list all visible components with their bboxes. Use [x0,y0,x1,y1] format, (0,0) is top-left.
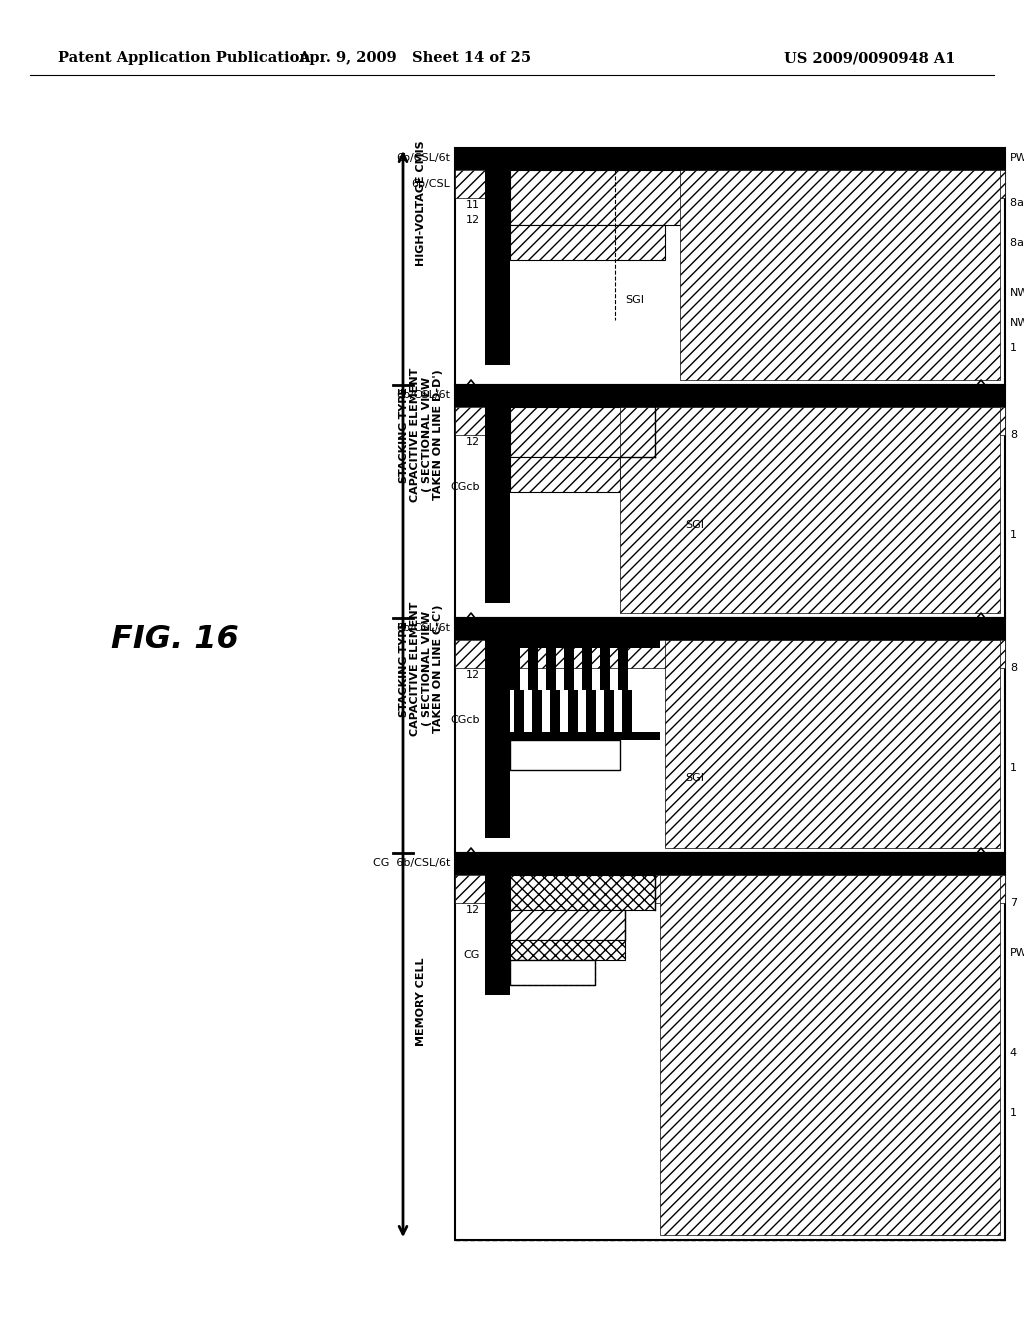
Text: CGcb: CGcb [451,482,480,492]
Text: US 2009/0090948 A1: US 2009/0090948 A1 [784,51,955,65]
Bar [510,960,595,985]
Text: MEMORY CELL: MEMORY CELL [416,958,426,1047]
Bar [510,648,520,690]
Bar [510,407,655,457]
Bar [680,170,1000,380]
Bar [550,690,560,733]
Text: 4  5: 4 5 [1010,1048,1024,1059]
Bar [510,457,620,492]
Bar [546,648,556,690]
Bar [455,148,1005,170]
Text: 1  NW: 1 NW [1010,1107,1024,1118]
Bar [528,648,538,690]
Bar [510,875,655,909]
Bar [586,690,596,733]
Bar [485,640,510,838]
Text: 12: 12 [466,671,480,680]
Bar [485,407,510,603]
Text: HIGH-VOLTAGE CMIS: HIGH-VOLTAGE CMIS [416,141,426,267]
Text: 1  NW  PW: 1 NW PW [1010,763,1024,774]
Text: FIG. 16: FIG. 16 [112,624,239,656]
Bar [455,618,1005,640]
Text: NW2: NW2 [1010,288,1024,298]
Bar [510,909,625,940]
Text: 11: 11 [466,201,480,210]
Bar [620,407,1000,612]
Bar [510,940,625,960]
Bar [568,690,578,733]
Text: 6b/CSL/6t: 6b/CSL/6t [396,153,450,162]
Bar [532,690,542,733]
Bar [455,148,1005,385]
Bar [455,875,1005,903]
Bar [618,648,628,690]
Text: PW: PW [1010,153,1024,162]
Bar [514,690,524,733]
Text: 12: 12 [466,215,480,224]
Bar [600,648,610,690]
Bar [455,385,1005,407]
Bar [455,385,1005,618]
Bar [455,853,1005,1239]
Bar [510,741,620,770]
Text: STACKING-TYPE
CAPACITIVE ELEMENT
( SECTIONAL VIEW
TAKEN ON LINE C-C'): STACKING-TYPE CAPACITIVE ELEMENT ( SECTI… [398,601,443,735]
Bar [510,640,660,648]
Text: Patent Application Publication: Patent Application Publication [58,51,310,65]
Bar [485,875,510,995]
Bar [455,640,1005,668]
Bar [510,224,665,260]
Text: 6b/CSL: 6b/CSL [411,180,450,189]
Text: SGI: SGI [625,294,644,305]
Text: 7: 7 [1010,898,1017,908]
Bar [564,648,574,690]
Bar [510,170,715,224]
Bar [485,170,510,366]
Text: NW: NW [1010,318,1024,327]
Bar [455,618,1005,853]
Bar [455,853,1005,875]
Text: 8a  5: 8a 5 [1010,198,1024,209]
Text: 12: 12 [466,906,480,915]
Bar [660,875,1000,1236]
Text: 8a  5: 8a 5 [1010,238,1024,248]
Bar [455,170,1005,198]
Text: Apr. 9, 2009   Sheet 14 of 25: Apr. 9, 2009 Sheet 14 of 25 [298,51,531,65]
Bar [665,640,1000,847]
Bar [455,407,1005,436]
Text: CG: CG [464,950,480,960]
Text: STACKING-TYPE
CAPACITIVE ELEMENT
( SECTIONAL VIEW
TAKEN ON LINE D-D'): STACKING-TYPE CAPACITIVE ELEMENT ( SECTI… [398,367,443,502]
Bar [622,690,632,733]
Text: 1  NW  PW: 1 NW PW [1010,531,1024,540]
Bar [582,648,592,690]
Text: 8: 8 [1010,430,1017,440]
Text: SGI: SGI [685,520,705,531]
Text: CG  6b/CSL/6t: CG 6b/CSL/6t [373,858,450,869]
Bar [604,690,614,733]
Text: CGcb: CGcb [451,715,480,725]
Text: 12: 12 [466,437,480,447]
Text: 6b/CSL/6t: 6b/CSL/6t [396,389,450,400]
Text: PW: PW [1010,948,1024,958]
Text: 6b/CSL/6t: 6b/CSL/6t [396,623,450,634]
Bar [510,733,660,741]
Text: 1: 1 [1010,343,1017,352]
Text: SGI: SGI [685,774,705,783]
Text: 8: 8 [1010,663,1017,673]
